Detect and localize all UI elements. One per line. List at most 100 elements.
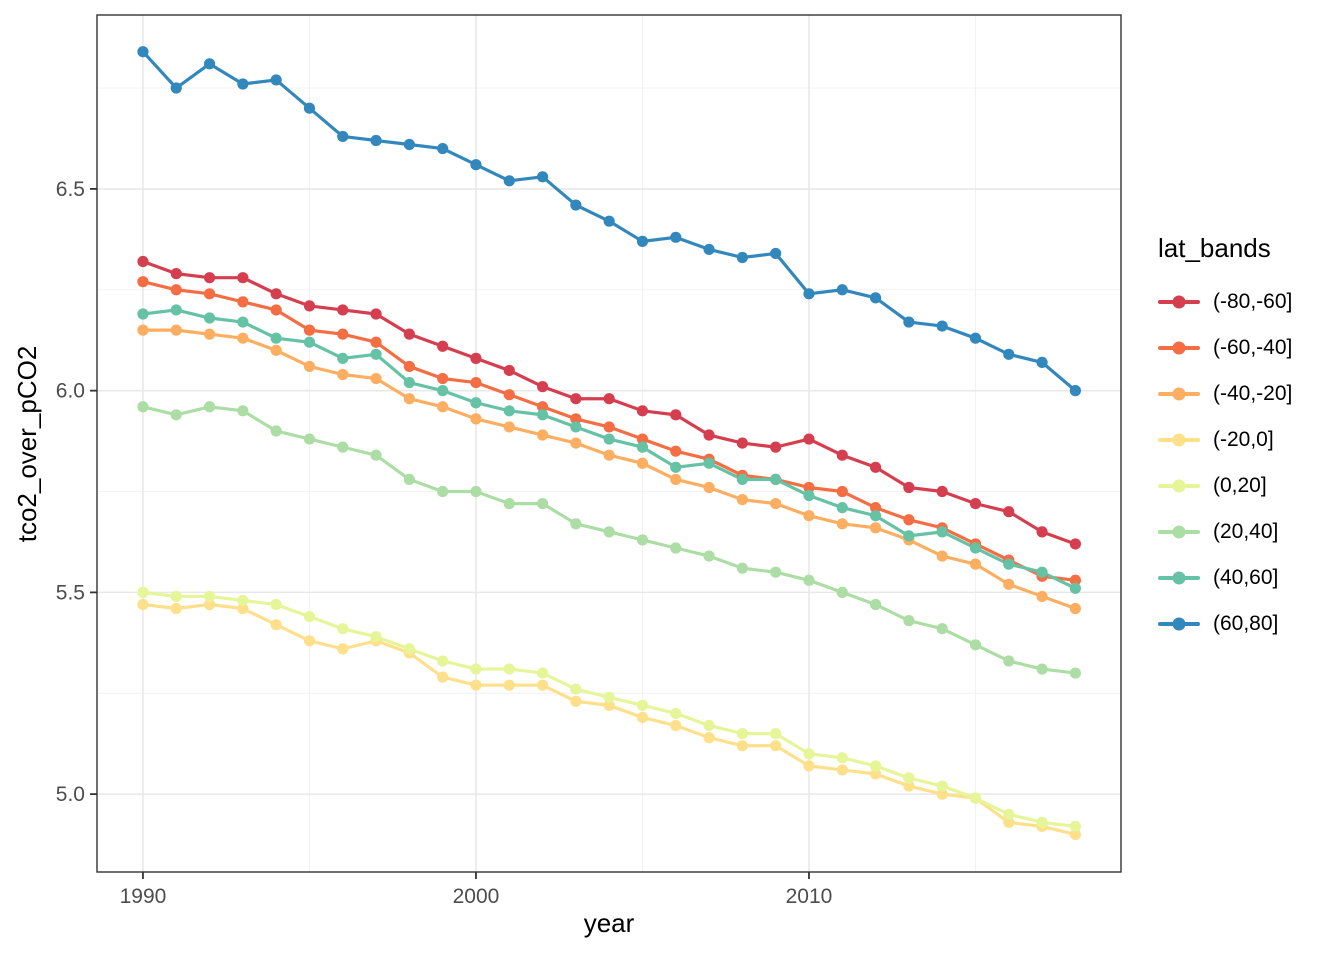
data-point-5-1997 <box>370 449 382 461</box>
data-point-3-2009 <box>770 740 782 752</box>
data-point-5-2008 <box>736 562 748 574</box>
data-point-2-2016 <box>1003 578 1015 590</box>
data-point-3-1995 <box>303 635 316 647</box>
data-point-7-1992 <box>203 58 216 70</box>
data-point-0-1995 <box>303 300 316 312</box>
data-point-5-1993 <box>237 405 249 417</box>
data-point-2-1998 <box>403 393 415 405</box>
data-point-1-2000 <box>470 376 482 389</box>
data-point-5-2007 <box>703 550 715 562</box>
legend-key-icon <box>1158 386 1200 402</box>
data-point-2-2002 <box>536 429 549 441</box>
legend-entry-label: (60,80] <box>1213 611 1279 635</box>
data-point-3-2002 <box>536 679 549 691</box>
legend-entry-label: (-80,-60] <box>1213 289 1293 313</box>
data-point-4-1996 <box>337 623 349 635</box>
data-point-6-2003 <box>570 421 582 433</box>
data-point-3-1993 <box>237 602 249 615</box>
data-point-1-1997 <box>370 336 382 348</box>
data-point-0-2013 <box>903 481 915 494</box>
data-point-6-2000 <box>470 397 482 409</box>
data-point-2-1992 <box>203 328 216 340</box>
data-point-4-1992 <box>203 590 216 603</box>
data-point-4-1990 <box>137 586 149 598</box>
legend-entry-3: (-20,0] <box>1158 417 1292 463</box>
legend-entry-label: (0,20] <box>1213 473 1267 497</box>
data-point-2-1993 <box>237 332 249 344</box>
data-point-5-2002 <box>536 498 549 510</box>
legend-key-dot <box>1172 341 1186 355</box>
data-point-5-1994 <box>270 425 282 437</box>
data-point-2-2010 <box>803 510 815 522</box>
data-point-7-2007 <box>703 243 715 256</box>
data-point-5-2001 <box>503 498 515 510</box>
data-point-0-2017 <box>1036 526 1048 538</box>
data-point-2-2009 <box>770 498 782 510</box>
data-point-4-2003 <box>570 683 582 695</box>
legend-key-icon <box>1158 616 1200 632</box>
data-point-0-2011 <box>836 449 848 461</box>
data-point-5-1991 <box>170 409 182 421</box>
data-point-2-2003 <box>570 437 582 449</box>
data-point-1-2013 <box>903 514 915 526</box>
data-point-0-2001 <box>503 364 515 377</box>
data-point-1-2011 <box>836 485 848 498</box>
legend-entry-label: (40,60] <box>1213 565 1279 589</box>
data-point-6-1996 <box>337 352 349 364</box>
x-axis-title: year <box>583 908 635 938</box>
panel-border <box>96 14 1122 873</box>
data-point-6-2013 <box>903 530 915 542</box>
data-point-4-2010 <box>803 748 815 760</box>
legend-entry-5: (20,40] <box>1158 509 1292 555</box>
data-point-7-1995 <box>303 102 316 114</box>
data-point-6-2018 <box>1069 582 1081 594</box>
data-point-4-2004 <box>603 691 615 703</box>
data-point-4-2000 <box>470 663 482 675</box>
data-point-2-2006 <box>670 473 682 486</box>
data-point-5-1996 <box>337 441 349 453</box>
data-point-7-2018 <box>1069 385 1081 397</box>
data-point-1-2010 <box>803 481 815 494</box>
data-point-4-2011 <box>836 752 848 764</box>
data-point-3-1992 <box>203 598 216 611</box>
data-point-7-2006 <box>670 231 682 243</box>
data-point-7-2015 <box>969 332 982 344</box>
data-point-0-2007 <box>703 429 715 441</box>
data-point-5-2013 <box>903 615 915 627</box>
data-point-3-2003 <box>570 695 582 707</box>
data-point-1-1994 <box>270 304 282 316</box>
data-point-7-2008 <box>736 251 748 264</box>
data-point-6-1993 <box>237 316 249 328</box>
data-point-6-2016 <box>1003 558 1015 570</box>
data-point-4-1993 <box>237 594 249 607</box>
data-point-5-2006 <box>670 542 682 554</box>
data-point-4-2008 <box>736 728 748 740</box>
data-point-3-2011 <box>836 764 848 776</box>
data-point-2-1991 <box>170 324 182 336</box>
legend-entry-0: (-80,-60] <box>1158 279 1292 325</box>
data-point-1-2005 <box>636 433 649 445</box>
data-point-1-1998 <box>403 360 415 373</box>
data-point-7-1997 <box>370 134 382 147</box>
data-point-4-1999 <box>437 655 449 667</box>
data-point-5-2010 <box>803 574 815 586</box>
legend-key-dot <box>1172 433 1186 447</box>
data-point-0-2010 <box>803 433 815 445</box>
data-point-6-1991 <box>170 304 182 316</box>
data-point-0-2015 <box>969 498 982 510</box>
data-point-6-2007 <box>703 457 715 469</box>
data-point-0-1994 <box>270 288 282 300</box>
data-point-4-2001 <box>503 663 515 675</box>
data-point-5-1995 <box>303 433 316 445</box>
data-point-2-2018 <box>1069 602 1081 615</box>
legend-key-dot <box>1172 295 1186 309</box>
data-point-6-1999 <box>437 385 449 397</box>
data-point-7-2016 <box>1003 348 1015 360</box>
legend-key-icon <box>1158 432 1200 448</box>
legend: lat_bands (-80,-60] (-60,-40] (-40,-20] (-2… <box>1158 234 1292 647</box>
data-point-3-2014 <box>936 788 948 800</box>
data-point-6-1992 <box>203 312 216 324</box>
data-point-0-2006 <box>670 409 682 421</box>
data-point-2-2007 <box>703 481 715 494</box>
